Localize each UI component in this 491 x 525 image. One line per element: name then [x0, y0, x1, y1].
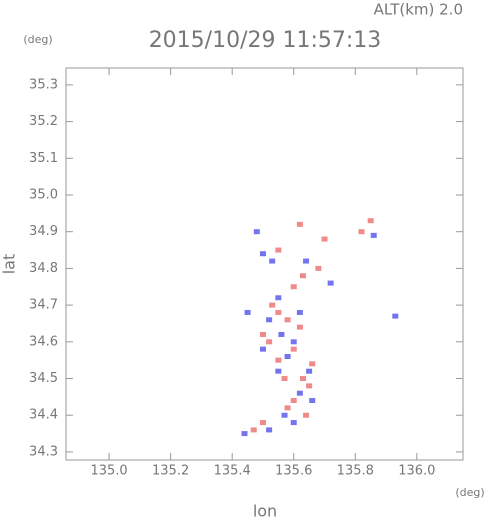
echo-point — [266, 427, 273, 433]
echo-point — [275, 295, 282, 301]
echo-point — [296, 390, 303, 396]
echo-point — [315, 265, 322, 271]
echo-point — [244, 309, 251, 315]
echo-point — [290, 339, 297, 345]
x-tick-label: 136.0 — [398, 464, 435, 479]
echo-point — [296, 309, 303, 315]
y-tick-label: 35.0 — [29, 187, 58, 202]
echo-point — [281, 412, 288, 418]
echo-point — [290, 398, 297, 404]
echo-point — [278, 331, 285, 337]
x-tick-label: 135.4 — [214, 464, 251, 479]
x-unit: (deg) — [455, 486, 484, 499]
x-tick-label: 135.6 — [275, 464, 312, 479]
echo-point — [327, 280, 334, 286]
chart-title: 2015/10/29 11:57:13 — [149, 28, 382, 53]
echo-point — [306, 383, 313, 389]
echo-point — [306, 368, 313, 374]
echo-point — [358, 229, 365, 235]
y-tick-label: 35.1 — [29, 151, 58, 166]
echo-point — [290, 284, 297, 290]
annotation: ALT(km) 2.0 — [374, 1, 463, 19]
y-unit: (deg) — [23, 33, 52, 46]
y-tick-label: 34.3 — [29, 444, 58, 459]
y-tick-label: 34.9 — [29, 224, 58, 239]
echo-point — [269, 302, 276, 308]
echo-point — [367, 218, 374, 224]
echo-point — [259, 331, 266, 337]
echo-point — [284, 405, 291, 411]
x-tick-label: 135.2 — [152, 464, 189, 479]
x-tick-label: 135.8 — [337, 464, 374, 479]
echo-point — [250, 427, 257, 433]
echo-point — [309, 361, 316, 367]
echo-point — [259, 420, 266, 426]
echo-point — [281, 376, 288, 382]
y-tick-label: 34.8 — [29, 261, 58, 276]
y-tick-label: 35.3 — [29, 77, 58, 92]
echo-point — [284, 353, 291, 359]
echo-point — [266, 339, 273, 345]
echo-point — [303, 412, 310, 418]
echo-point — [241, 431, 248, 437]
y-tick-label: 34.7 — [29, 298, 58, 313]
y-tick-label: 34.5 — [29, 371, 58, 386]
x-tick-label: 135.0 — [90, 464, 127, 479]
echo-point — [275, 368, 282, 374]
echo-point — [299, 273, 306, 279]
echo-point — [259, 346, 266, 352]
x-axis-label: lon — [253, 502, 277, 521]
echo-point — [392, 313, 399, 319]
echo-point — [290, 420, 297, 426]
echo-point — [275, 357, 282, 363]
echo-point — [275, 247, 282, 253]
echo-point — [284, 317, 291, 323]
echo-point — [266, 317, 273, 323]
y-tick-label: 34.4 — [29, 408, 58, 423]
echo-point — [321, 236, 328, 242]
echo-point — [370, 232, 377, 238]
echo-point — [269, 258, 276, 264]
echo-point — [296, 324, 303, 330]
echo-point — [253, 229, 260, 235]
y-axis-label: lat — [0, 254, 19, 275]
echo-point — [303, 258, 310, 264]
echo-point — [275, 309, 282, 315]
y-tick-label: 35.2 — [29, 114, 58, 129]
y-tick-label: 34.6 — [29, 334, 58, 349]
echo-point — [296, 221, 303, 227]
echo-point — [259, 251, 266, 257]
echo-point — [309, 398, 316, 404]
echo-point — [299, 376, 306, 382]
plot-frame — [65, 67, 464, 461]
echo-point — [290, 346, 297, 352]
